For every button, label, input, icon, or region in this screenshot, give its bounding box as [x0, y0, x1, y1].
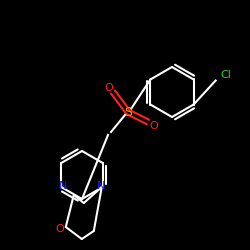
Text: Cl: Cl: [220, 70, 231, 80]
Text: O: O: [150, 121, 158, 131]
Text: S: S: [124, 106, 132, 118]
Text: N: N: [96, 181, 105, 191]
Text: N: N: [59, 181, 68, 191]
Text: O: O: [56, 224, 64, 234]
Text: O: O: [104, 83, 114, 93]
